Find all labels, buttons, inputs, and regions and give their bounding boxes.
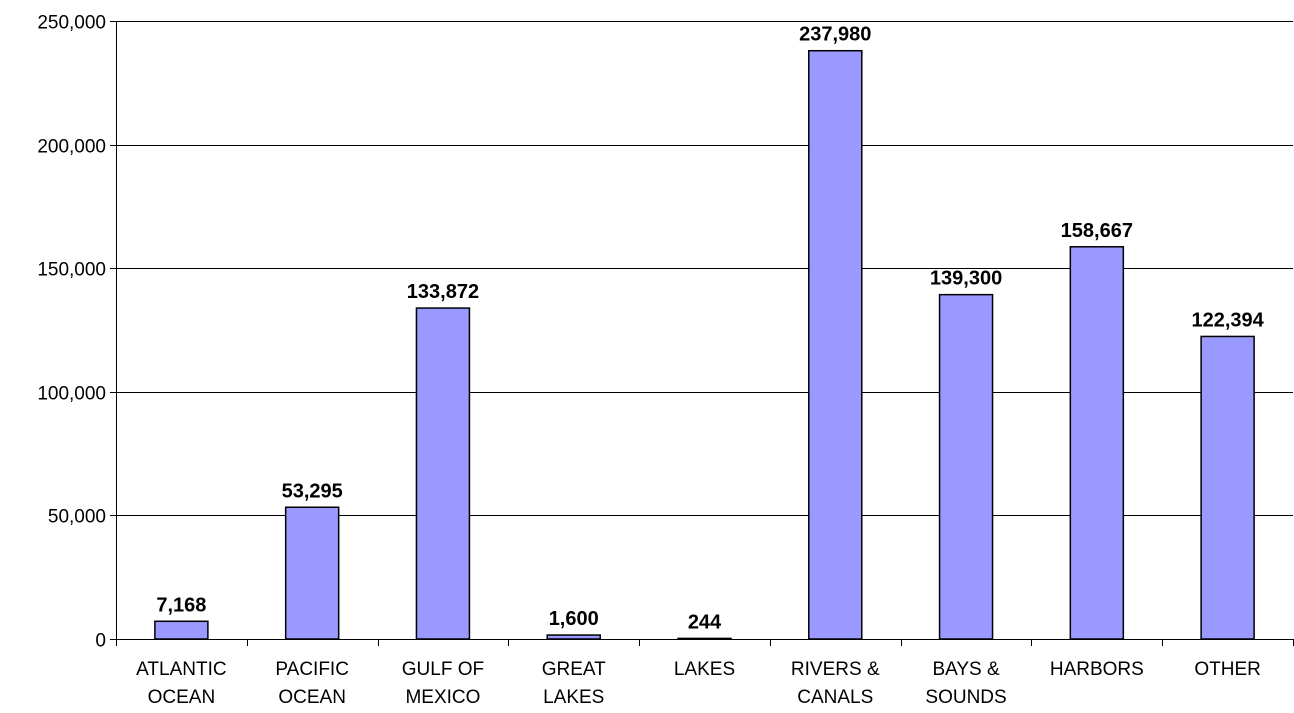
bar <box>284 506 340 640</box>
bar <box>808 49 863 640</box>
x-category-label: RIVERS & <box>791 659 880 680</box>
y-tick-label: 150,000 <box>37 260 106 281</box>
x-category-label: SOUNDS <box>925 687 1006 708</box>
y-tick-label: 100,000 <box>37 384 106 405</box>
y-tick-label: 0 <box>95 631 106 652</box>
data-label: 158,667 <box>1061 220 1133 242</box>
x-category-label: GULF OF <box>402 659 484 680</box>
data-label: 122,394 <box>1191 309 1264 331</box>
x-category-label: CANALS <box>797 687 873 708</box>
bar <box>154 620 209 640</box>
data-label: 244 <box>688 611 722 633</box>
x-category-label: LAKES <box>543 687 604 708</box>
x-category-label: ATLANTIC <box>136 659 226 680</box>
data-label: 7,168 <box>156 594 206 616</box>
data-label: 53,295 <box>282 480 343 502</box>
bar <box>1200 335 1255 640</box>
y-tick-label: 50,000 <box>48 507 106 528</box>
x-category-label: PACIFIC <box>275 659 349 680</box>
bar <box>677 637 732 640</box>
x-category-label: LAKES <box>674 659 735 680</box>
x-category-label: GREAT <box>542 659 606 680</box>
y-tick-label: 250,000 <box>37 13 106 34</box>
x-category-label: OCEAN <box>148 687 216 708</box>
data-label: 1,600 <box>549 608 599 630</box>
data-label: 133,872 <box>407 281 479 303</box>
x-category-label: BAYS & <box>932 659 1000 680</box>
x-category-label: MEXICO <box>405 687 480 708</box>
bar <box>415 307 471 640</box>
bar <box>938 293 994 640</box>
x-category-label: OTHER <box>1194 659 1261 680</box>
data-label: 139,300 <box>930 268 1002 290</box>
y-tick-label: 200,000 <box>37 137 106 158</box>
labels: 0 50,000 100,000 150,000 200,000 250,000 7,168… <box>37 13 1264 709</box>
x-category-label: OCEAN <box>278 687 346 708</box>
data-label: 237,980 <box>799 24 871 46</box>
bar <box>1069 246 1125 640</box>
bars <box>154 49 1255 640</box>
bar <box>546 634 601 640</box>
x-category-label: HARBORS <box>1050 659 1144 680</box>
